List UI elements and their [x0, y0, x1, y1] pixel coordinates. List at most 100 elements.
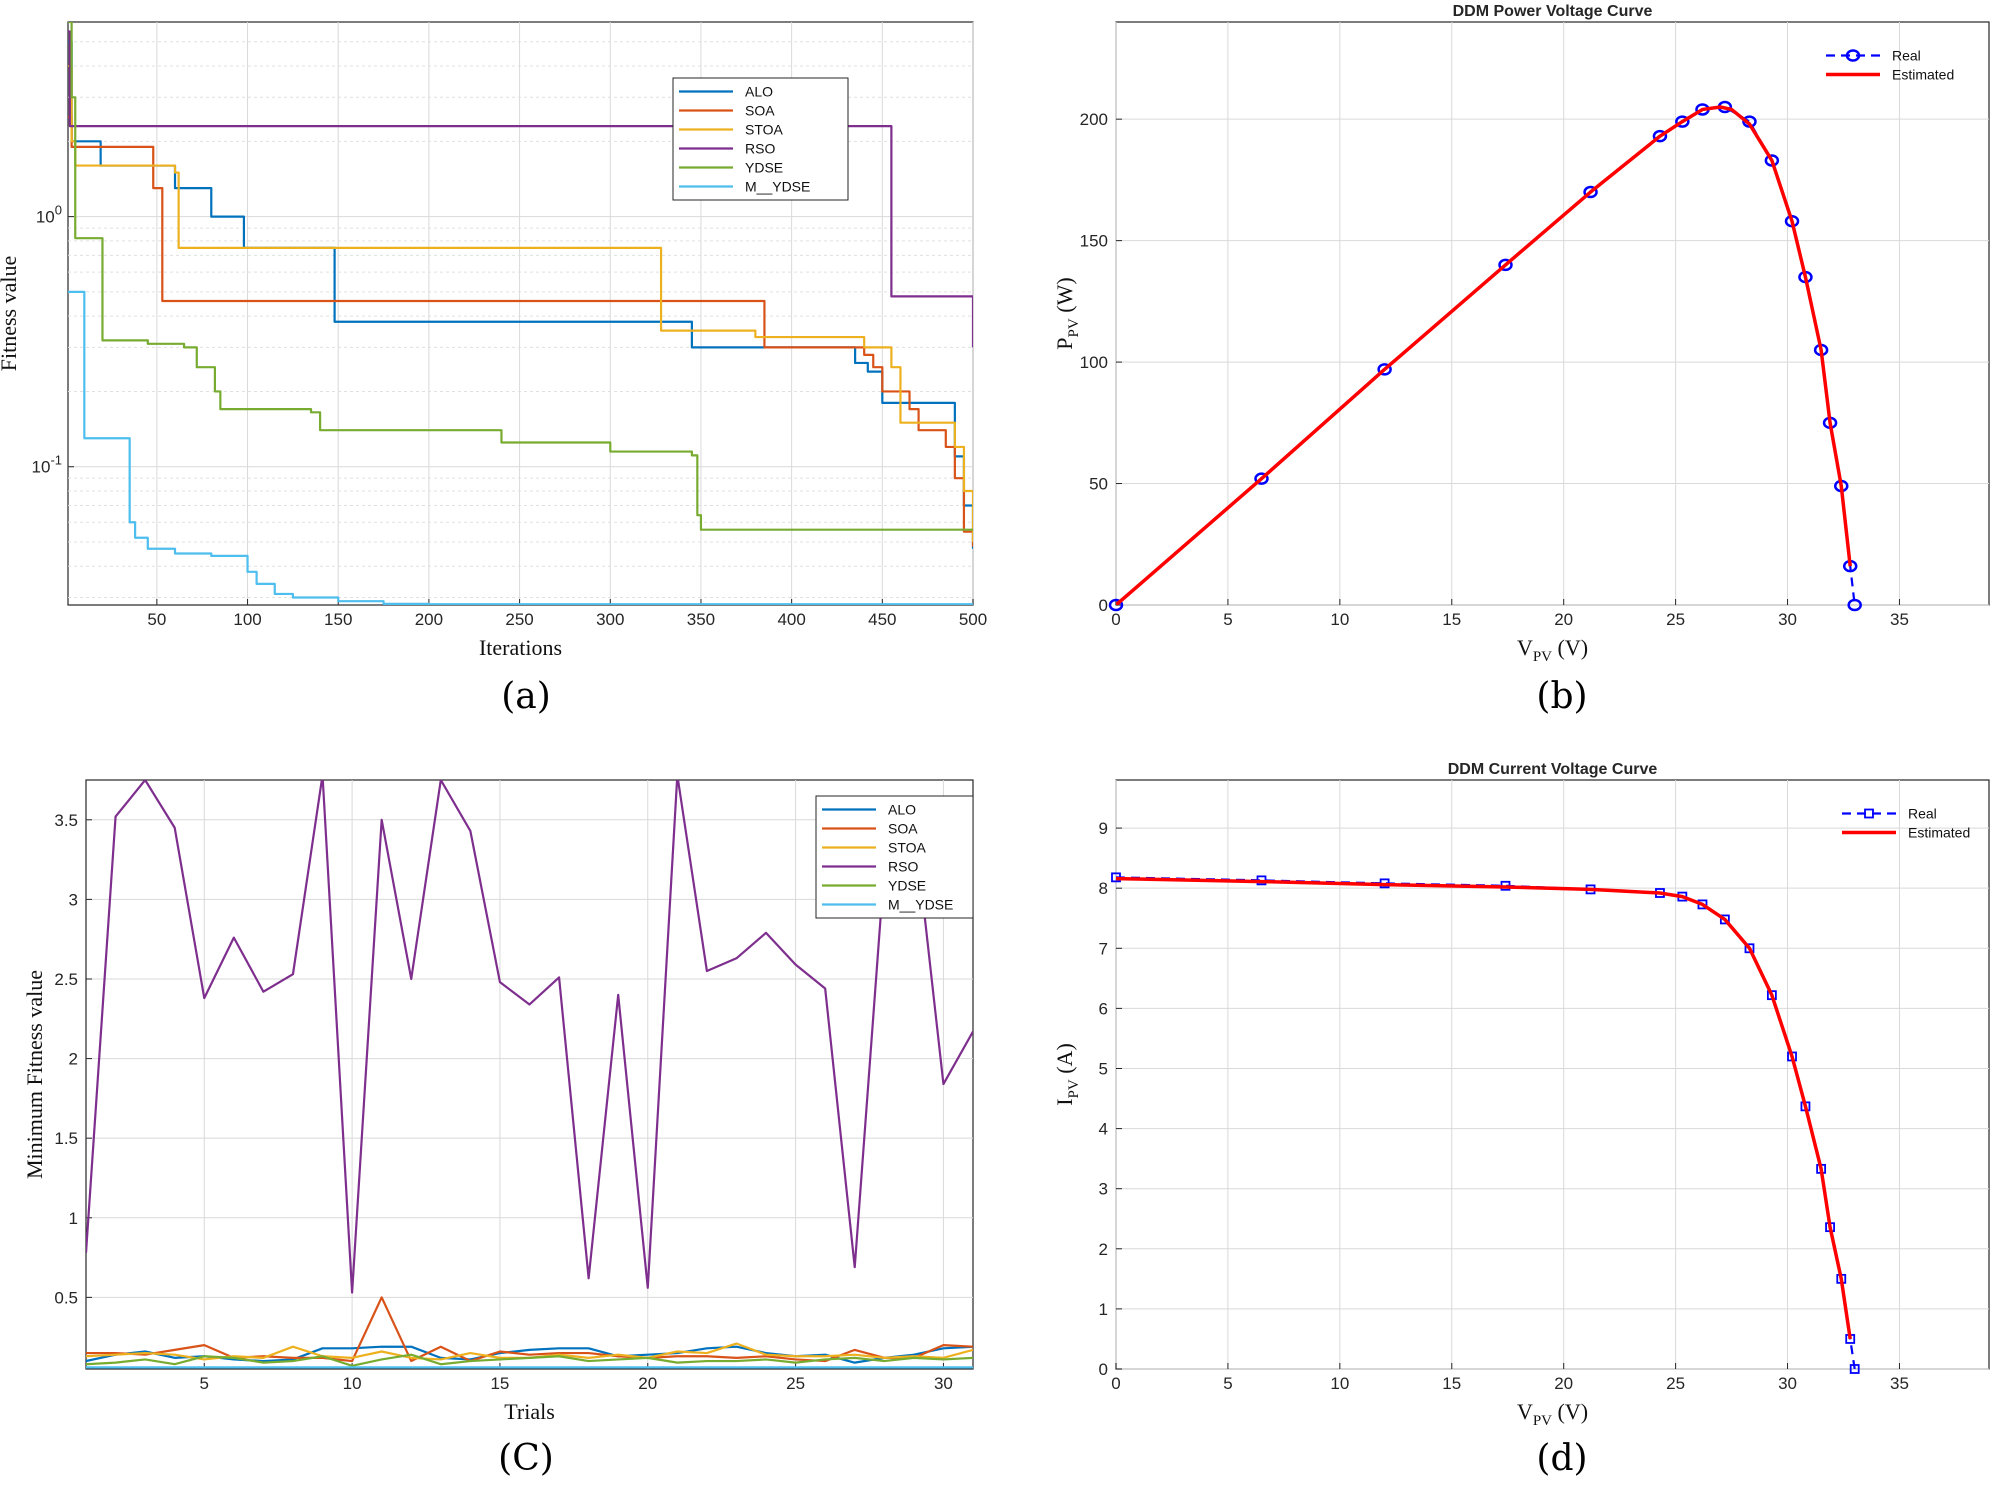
y-tick-label: 3 — [1099, 1180, 1108, 1199]
x-tick-label: 25 — [1666, 1374, 1685, 1393]
chart-title: DDM Power Voltage Curve — [1453, 3, 1653, 20]
y-tick-label: 2.5 — [54, 970, 78, 989]
legend-marker — [1845, 49, 1861, 62]
x-tick-label: 30 — [1778, 610, 1797, 629]
legend-label: RSO — [888, 859, 918, 875]
legend-label: Estimated — [1908, 825, 1970, 841]
legend: ALO SOA STOA RSO YDSE M__YDSE — [672, 77, 849, 201]
x-axis-label: Iterations — [479, 635, 562, 660]
x-tick-label: 250 — [505, 610, 533, 629]
x-tick-label: 30 — [1778, 1374, 1797, 1393]
series-alo — [86, 1345, 973, 1364]
x-tick-label: 350 — [687, 610, 715, 629]
x-tick-label: 0 — [1111, 1374, 1120, 1393]
x-tick-label: 20 — [1554, 610, 1573, 629]
caption-b: (b) — [1536, 676, 1588, 717]
y-tick-label: 100 — [1080, 353, 1108, 372]
x-tick-label: 500 — [959, 610, 987, 629]
chart-b-svg: 0 5 10 15 20 25 30 35 0 50 100 150 200 DDM Power Volt… — [1052, 3, 1990, 665]
x-tick-label: 25 — [786, 1374, 805, 1393]
chart-b: 0 5 10 15 20 25 30 35 0 50 100 150 200 DDM Power Volt… — [1000, 0, 2006, 740]
series-m-ydse — [68, 290, 973, 605]
x-tick-label: 0 — [1111, 610, 1120, 629]
y-tick-label: 1 — [1099, 1300, 1108, 1319]
x-axis-label: VPV (V) — [1517, 635, 1588, 665]
series-stoa — [68, 64, 973, 543]
legend-label: SOA — [745, 103, 775, 119]
y-tick-label: 7 — [1099, 939, 1108, 958]
data-point — [1583, 185, 1598, 199]
y-tick-label: 1.5 — [54, 1129, 78, 1148]
grid — [1115, 22, 1989, 606]
legend-label: SOA — [888, 821, 918, 837]
data-point — [1675, 115, 1690, 128]
chart-d: 0 5 10 15 20 25 30 35 0 1 2 3 4 5 6 7 8 9 DDM Current Volt… — [1000, 740, 2006, 1480]
x-tick-label: 30 — [934, 1374, 953, 1393]
y-tick-label: 0.5 — [54, 1288, 78, 1307]
caption-c: (C) — [498, 1438, 554, 1479]
y-tick-label: 200 — [1080, 110, 1108, 129]
legend: ALO SOA STOA RSO YDSE M__YDSE — [815, 795, 974, 919]
chart-d-svg: 0 5 10 15 20 25 30 35 0 1 2 3 4 5 6 7 8 9 DDM Current Volt… — [1052, 761, 1990, 1429]
y-tick-label: 3.5 — [54, 811, 78, 830]
x-axis-label: Trials — [504, 1399, 555, 1424]
chart-c: 5 10 15 20 25 30 0.5 1 1.5 2 2.5 3 3.5 Trials Minimum … — [0, 740, 1000, 1480]
legend-label: STOA — [745, 122, 784, 138]
series-ydse — [86, 1353, 973, 1367]
chart-title: DDM Current Voltage Curve — [1448, 761, 1658, 778]
legend-label: M__YDSE — [888, 897, 953, 913]
legend: Real Estimated — [1826, 48, 1954, 83]
series-line — [68, 30, 973, 348]
legend: Real Estimated — [1842, 806, 1970, 841]
data-point — [1847, 598, 1862, 612]
x-tick-label: 20 — [1554, 1374, 1573, 1393]
x-tick-label: 450 — [868, 610, 896, 629]
y-axis-label: PPV (W) — [1052, 277, 1082, 349]
legend-label: STOA — [888, 840, 927, 856]
data-point — [1719, 914, 1730, 925]
caption-d: (d) — [1536, 1438, 1588, 1479]
y-tick-label: 8 — [1099, 879, 1108, 898]
legend-label: RSO — [745, 141, 775, 157]
series-ydse — [68, 22, 973, 531]
legend-label: M__YDSE — [745, 179, 810, 195]
plot-area — [1115, 779, 1990, 1370]
x-tick-label: 150 — [324, 610, 352, 629]
series-line — [86, 1353, 973, 1367]
y-axis-label: Minimum Fitness value — [22, 970, 47, 1179]
x-tick-label: 10 — [343, 1374, 362, 1393]
y-tick-label: 10-1 — [32, 453, 62, 477]
y-tick-label: 0 — [1099, 596, 1108, 615]
x-tick-label: 5 — [1223, 610, 1232, 629]
y-tick-label: 100 — [36, 203, 62, 227]
x-tick-label: 10 — [1330, 610, 1349, 629]
caption-a: (a) — [501, 676, 551, 717]
data-point — [1652, 129, 1668, 143]
data-point — [1108, 598, 1124, 612]
y-axis-label: Fitness value — [0, 256, 21, 372]
legend-label: YDSE — [888, 878, 926, 894]
y-tick-label: 1 — [69, 1209, 78, 1228]
x-tick-label: 35 — [1890, 1374, 1909, 1393]
data-point — [1498, 258, 1513, 272]
x-tick-label: 15 — [490, 1374, 509, 1393]
plot-area — [1115, 21, 1990, 606]
series-estimated — [1116, 876, 1852, 1340]
y-tick-label: 2 — [69, 1050, 78, 1069]
x-tick-label: 25 — [1666, 610, 1685, 629]
series-line — [68, 64, 973, 543]
legend-label: ALO — [745, 84, 773, 100]
series-line — [86, 1345, 973, 1364]
series-rso — [86, 780, 973, 1294]
x-tick-label: 50 — [147, 610, 166, 629]
legend-label: Real — [1908, 806, 1937, 822]
data-point — [1849, 1364, 1860, 1374]
legend-box — [672, 77, 849, 201]
data-point — [1254, 472, 1269, 485]
chart-a-svg: 50 100 150 200 250 300 350 400 450 500 100 10-1 Iter… — [0, 21, 987, 660]
series-line — [68, 290, 973, 605]
y-tick-label: 9 — [1099, 819, 1108, 838]
legend-label: Real — [1892, 48, 1921, 64]
series-line — [68, 22, 973, 531]
y-axis-label: IPV (A) — [1052, 1043, 1082, 1106]
